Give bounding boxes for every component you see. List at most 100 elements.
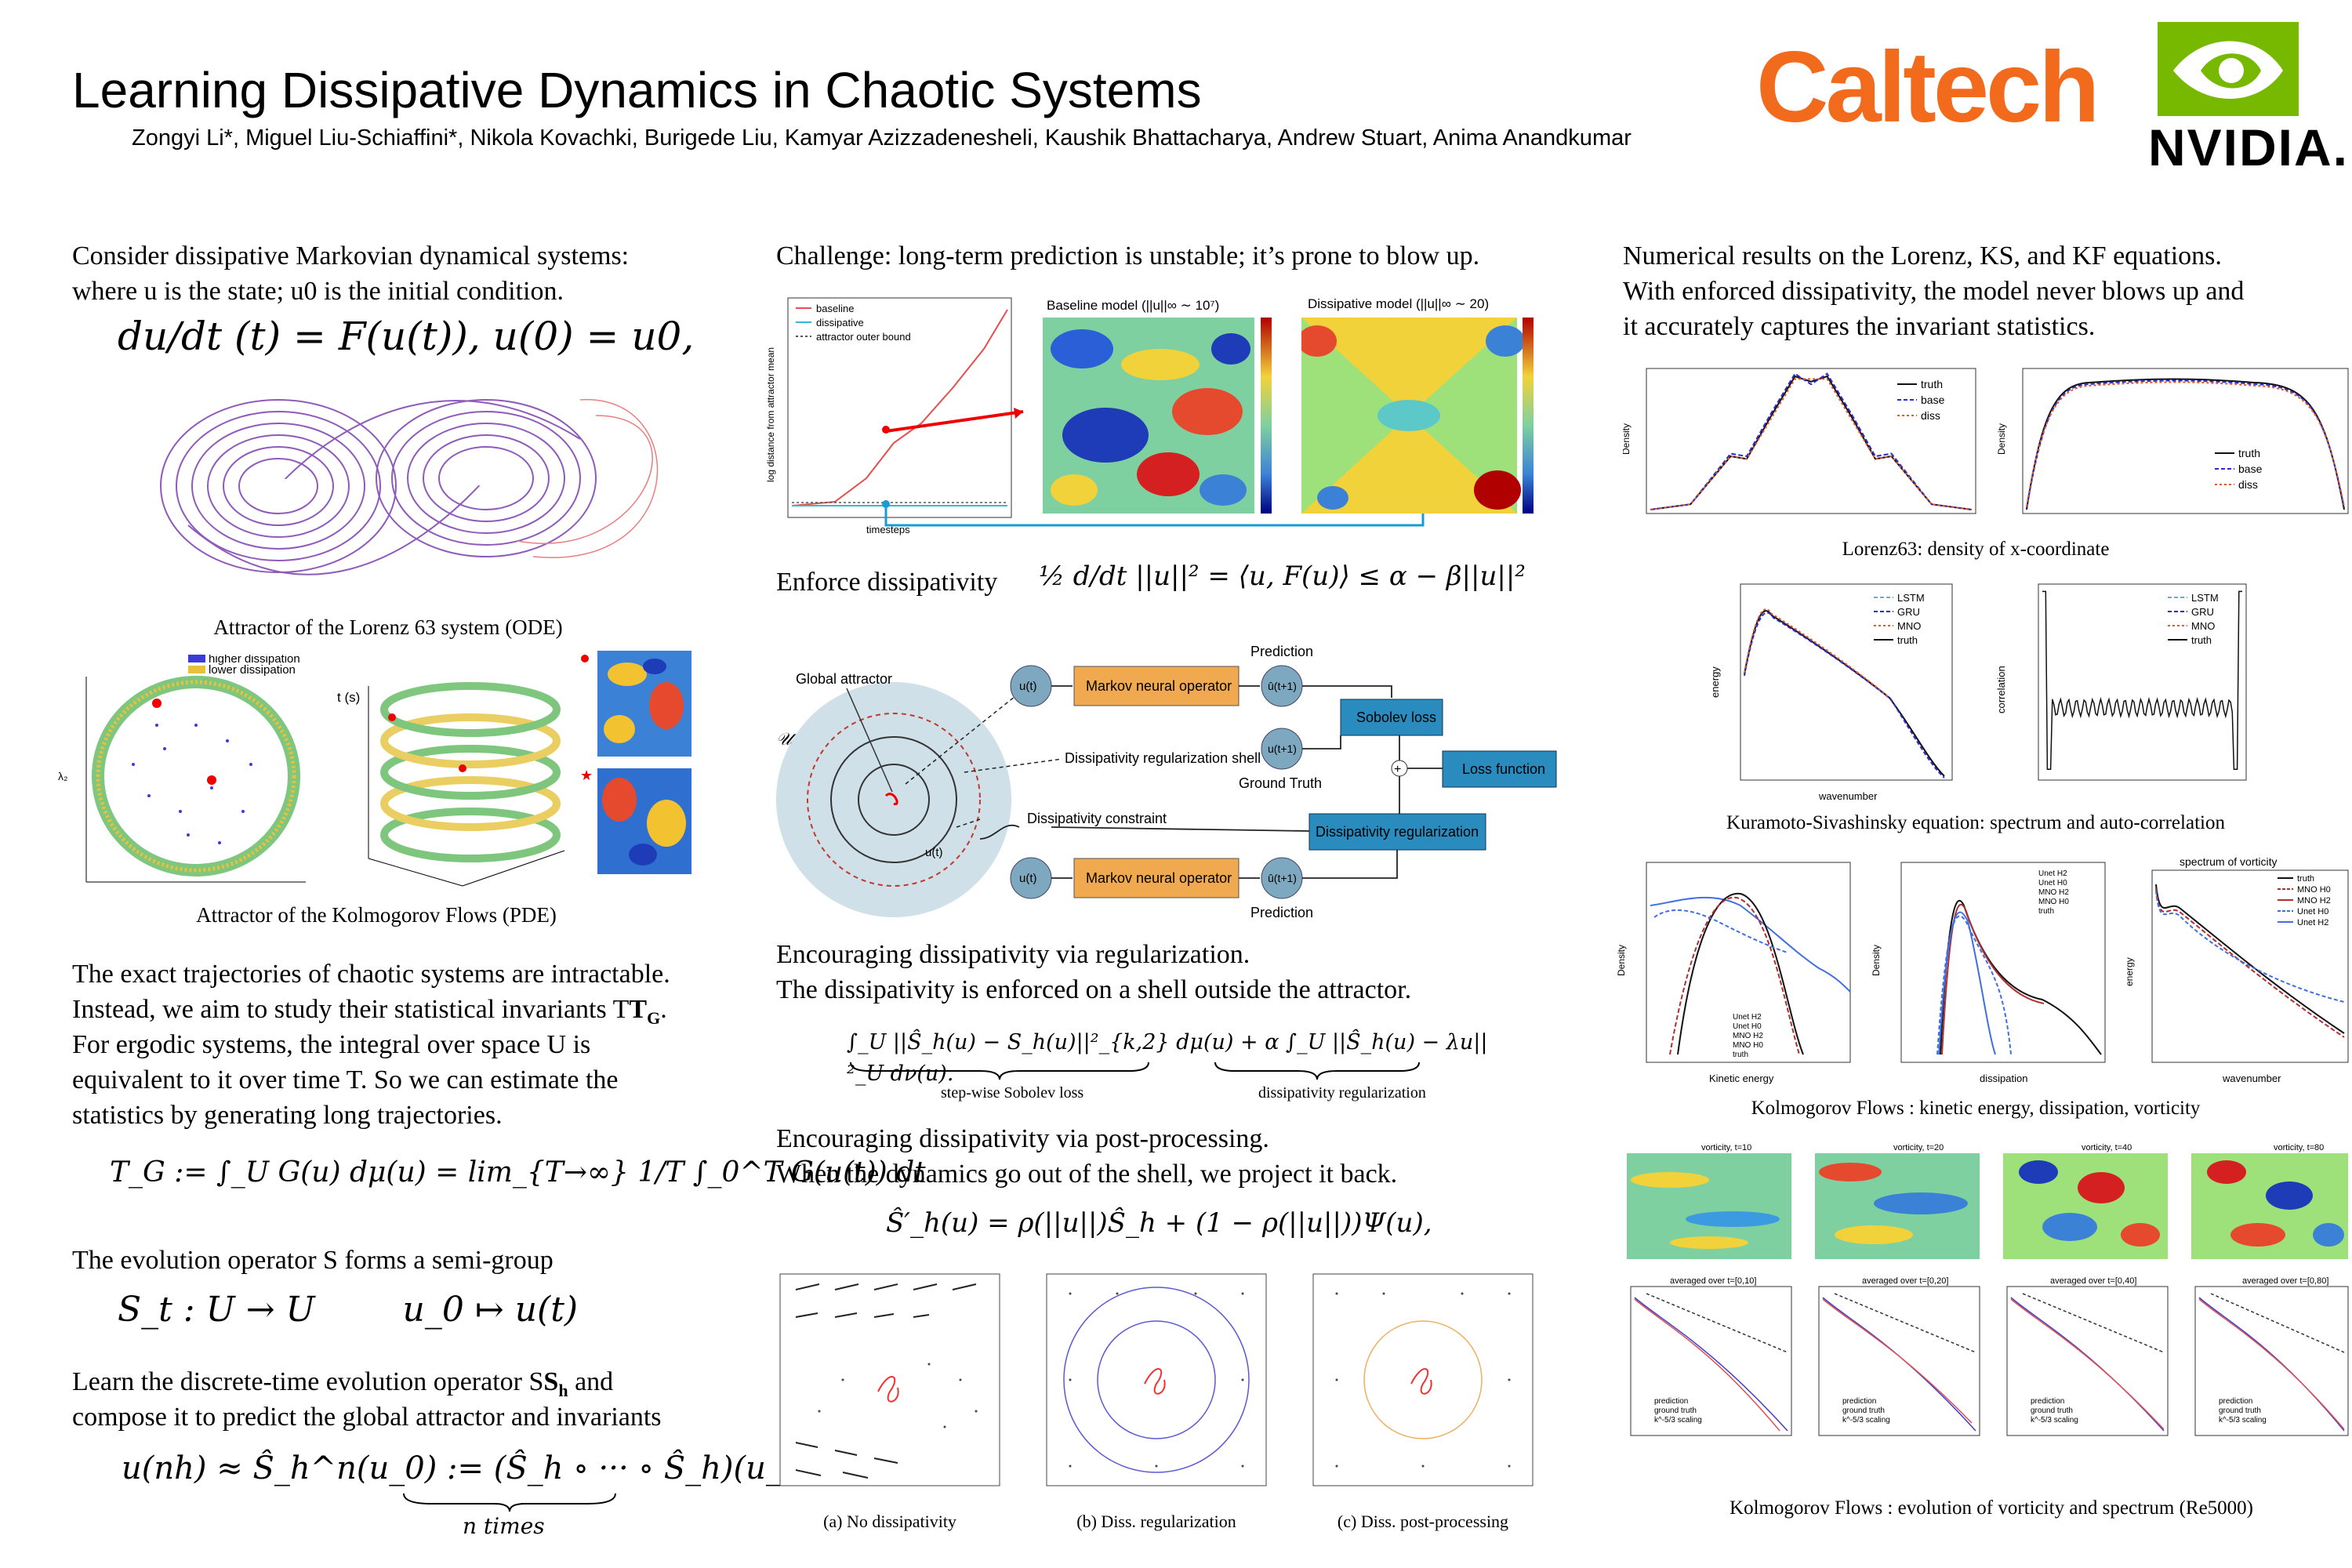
kf-diss-legend-unet-h2: Unet H2 xyxy=(2038,869,2067,878)
ks-spectrum-chart: LSTM GRU MNO truth energy wavenumber xyxy=(1709,583,1953,802)
node-ut1-bottom: û(t+1) xyxy=(1268,872,1297,884)
lorenz-legend-base: base xyxy=(1921,394,1945,406)
avg-legend-k-3: k^-5/3 scaling xyxy=(2031,1416,2078,1425)
ks-corr-legend-mno: MNO xyxy=(2191,620,2215,632)
avg-title-20: averaged over t=[0,20] xyxy=(1862,1276,1948,1286)
nvidia-eye-icon xyxy=(2158,22,2299,116)
lorenz-series-diss xyxy=(1650,378,1973,510)
ut-inner-label: u(t) xyxy=(925,846,943,859)
lorenz-log-legend-base: base xyxy=(2238,463,2263,475)
vf-caption-a: (a) No dissipativity xyxy=(823,1512,956,1531)
avg-title-80: averaged over t=[0,80] xyxy=(2242,1276,2328,1286)
stat-line-3: For ergodic systems, the integral over s… xyxy=(72,1030,591,1059)
ks-corr-legend-truth: truth xyxy=(2191,634,2212,646)
ks-legend-mno: MNO xyxy=(1897,620,1921,632)
post-line-1: Encouraging dissipativity via post-proce… xyxy=(776,1124,1269,1153)
learn-line-2: compose it to predict the global attract… xyxy=(72,1403,662,1432)
kf-scatter-3d: t (s) xyxy=(337,682,565,887)
lorenz-ylabel: Density xyxy=(1623,423,1632,455)
diss-reg-label: Dissipativity regularization xyxy=(1316,824,1479,840)
avg-legend-pred-4: prediction xyxy=(2219,1397,2252,1406)
ks-legend-lstm: LSTM xyxy=(1897,592,1925,604)
blowup-arrows xyxy=(884,408,1425,527)
kf-diss-legend-truth: truth xyxy=(2038,907,2054,916)
kf-legend-unet-h0: Unet H0 xyxy=(1733,1022,1762,1031)
prediction-top: Prediction xyxy=(1250,644,1313,659)
dissipative-field-title: Dissipative model (||u||∞ ∼ 20) xyxy=(1308,296,1490,311)
evolution-caption: Kolmogorov Flows : evolution of vorticit… xyxy=(1730,1497,2253,1519)
blowup-line-chart: baseline dissipative attractor outer bou… xyxy=(765,297,1012,535)
results-line-2: With enforced dissipativity, the model n… xyxy=(1623,277,2245,306)
lorenz-legend-truth: truth xyxy=(1921,378,1943,390)
vort-title-10: vorticity, t=10 xyxy=(1701,1143,1751,1152)
reg-line-1: Encouraging dissipativity via regulariza… xyxy=(776,940,1250,969)
ks-caption: Kuramoto-Sivashinsky equation: spectrum … xyxy=(1726,812,2225,833)
constraint-label: Dissipativity constraint xyxy=(1027,811,1167,826)
avg-legend-gt-2: ground truth xyxy=(1842,1406,1885,1415)
stat-line-1: The exact trajectories of chaotic system… xyxy=(72,960,670,989)
avg-title-10: averaged over t=[0,10] xyxy=(1670,1276,1756,1286)
vort-title-40: vorticity, t=40 xyxy=(2082,1143,2132,1152)
kf-scatter-2d: higher dissipation lower dissipation λ₂ xyxy=(58,655,306,883)
ks-legend-truth: truth xyxy=(1897,634,1918,646)
lorenz-caption: Attractor of the Lorenz 63 system (ODE) xyxy=(213,615,563,639)
ode-equation: du/dt (t) = F(u(t)), u(0) = u0, xyxy=(118,314,695,359)
kf-legend-truth: truth xyxy=(1733,1051,1748,1059)
kf-diss-ylabel: Density xyxy=(1871,945,1882,976)
reg-braces xyxy=(850,1062,1420,1080)
ks-correlation-chart: LSTM GRU MNO truth correlation xyxy=(1995,583,2247,781)
compose-equation: u(nh) ≈ Ŝ_h^n(u_0) := (Ŝ_h ∘ ··· ∘ Ŝ_h)(… xyxy=(122,1450,824,1486)
ks-correlation-line xyxy=(2042,590,2242,771)
semigroup-equation: S_t : U → U u_0 ↦ u(t) xyxy=(118,1290,579,1330)
lorenz-density-chart: truth base diss Density xyxy=(1623,368,1976,514)
learn-line-1: Learn the discrete-time evolution operat… xyxy=(72,1367,544,1396)
svg-text:+: + xyxy=(1394,763,1401,776)
legend-outer-bound: attractor outer bound xyxy=(816,331,911,343)
kf-kinetic-xlabel: Kinetic energy xyxy=(1709,1073,1774,1084)
lorenz-log-legend-diss: diss xyxy=(2238,478,2258,491)
vort-title-80: vorticity, t=80 xyxy=(2274,1143,2324,1152)
reg-equation: ∫_U ||Ŝ_h(u) − S_h(u)||²_{k,2} dμ(u) + α… xyxy=(847,1030,1488,1086)
avg-legend-pred-2: prediction xyxy=(1842,1397,1876,1406)
kf-spec-ylabel: energy xyxy=(2125,957,2135,986)
kf-kinetic-chart: Unet H2 Unet H0 MNO H2 MNO H0 truth Dens… xyxy=(1616,862,1851,1084)
architecture-diagram: Global attractor 𝒰 u(t) u(t) Markov neur… xyxy=(776,644,1557,920)
caltech-logo: Caltech xyxy=(1756,31,2100,143)
author-list: Zongyi Li*, Miguel Liu-Schiaffini*, Niko… xyxy=(132,125,1632,151)
avg-title-40: averaged over t=[0,40] xyxy=(2050,1276,2136,1286)
enforce-label: Enforce dissipativity xyxy=(776,568,998,597)
lorenz-density-lines xyxy=(1650,372,1973,510)
kf-legend-mno-h2: MNO H2 xyxy=(1733,1032,1763,1040)
node-ut-bottom: u(t) xyxy=(1019,872,1037,885)
kf-spec-title: spectrum of vorticity xyxy=(2180,855,2277,868)
kf-diss-legend-mno-h0: MNO H0 xyxy=(2038,898,2069,906)
legend-dissipative: dissipative xyxy=(816,317,864,328)
legend-low-dissipation: lower dissipation xyxy=(209,663,296,677)
semigroup-text: The evolution operator S forms a semi-gr… xyxy=(72,1246,554,1275)
svg-text:★: ★ xyxy=(580,768,593,783)
intro-line-1: Consider dissipative Markovian dynamical… xyxy=(72,241,630,270)
kf-spec-legend-mno-h0: MNO H0 xyxy=(2297,885,2331,895)
ks-corr-series-truth xyxy=(2042,590,2242,771)
x-axis-label: timesteps xyxy=(866,524,910,535)
ks-ylabel: energy xyxy=(1709,666,1721,698)
lorenz-density-log-chart: truth base diss Density xyxy=(1996,368,2349,514)
ks-corr-ylabel: correlation xyxy=(1995,666,2007,713)
kf-caption: Attractor of the Kolmogorov Flows (PDE) xyxy=(196,903,557,927)
kf-legend-mno-h0: MNO H0 xyxy=(1733,1041,1763,1050)
kf-dissipation-chart: Unet H2 Unet H0 MNO H2 MNO H0 truth Dens… xyxy=(1871,862,2106,1084)
legend-high-dissipation: higher dissipation xyxy=(209,655,300,666)
invariant-equation: T_G := ∫_U G(u) dμ(u) = lim_{T→∞} 1/T ∫_… xyxy=(110,1156,926,1189)
vort-title-20: vorticity, t=20 xyxy=(1893,1143,1944,1152)
baseline-field xyxy=(1043,318,1272,514)
stat-line-5: statistics by generating long trajectori… xyxy=(72,1101,503,1130)
intro-line-2: where u is the state; u0 is the initial … xyxy=(72,277,564,306)
kf-results-caption: Kolmogorov Flows : kinetic energy, dissi… xyxy=(1751,1098,2201,1119)
reg-line-2: The dissipativity is enforced on a shell… xyxy=(776,975,1412,1004)
post-equation: Ŝ′_h(u) = ρ(||u||)Ŝ_h + (1 − ρ(||u||))Ψ(… xyxy=(886,1207,1432,1239)
n-times-label: n times xyxy=(463,1513,545,1539)
brace-sobolev: step-wise Sobolev loss xyxy=(941,1084,1084,1102)
legend-baseline: baseline xyxy=(816,303,854,314)
mno-top-label: Markov neural operator xyxy=(1086,678,1232,694)
ground-truth-label: Ground Truth xyxy=(1239,775,1322,791)
